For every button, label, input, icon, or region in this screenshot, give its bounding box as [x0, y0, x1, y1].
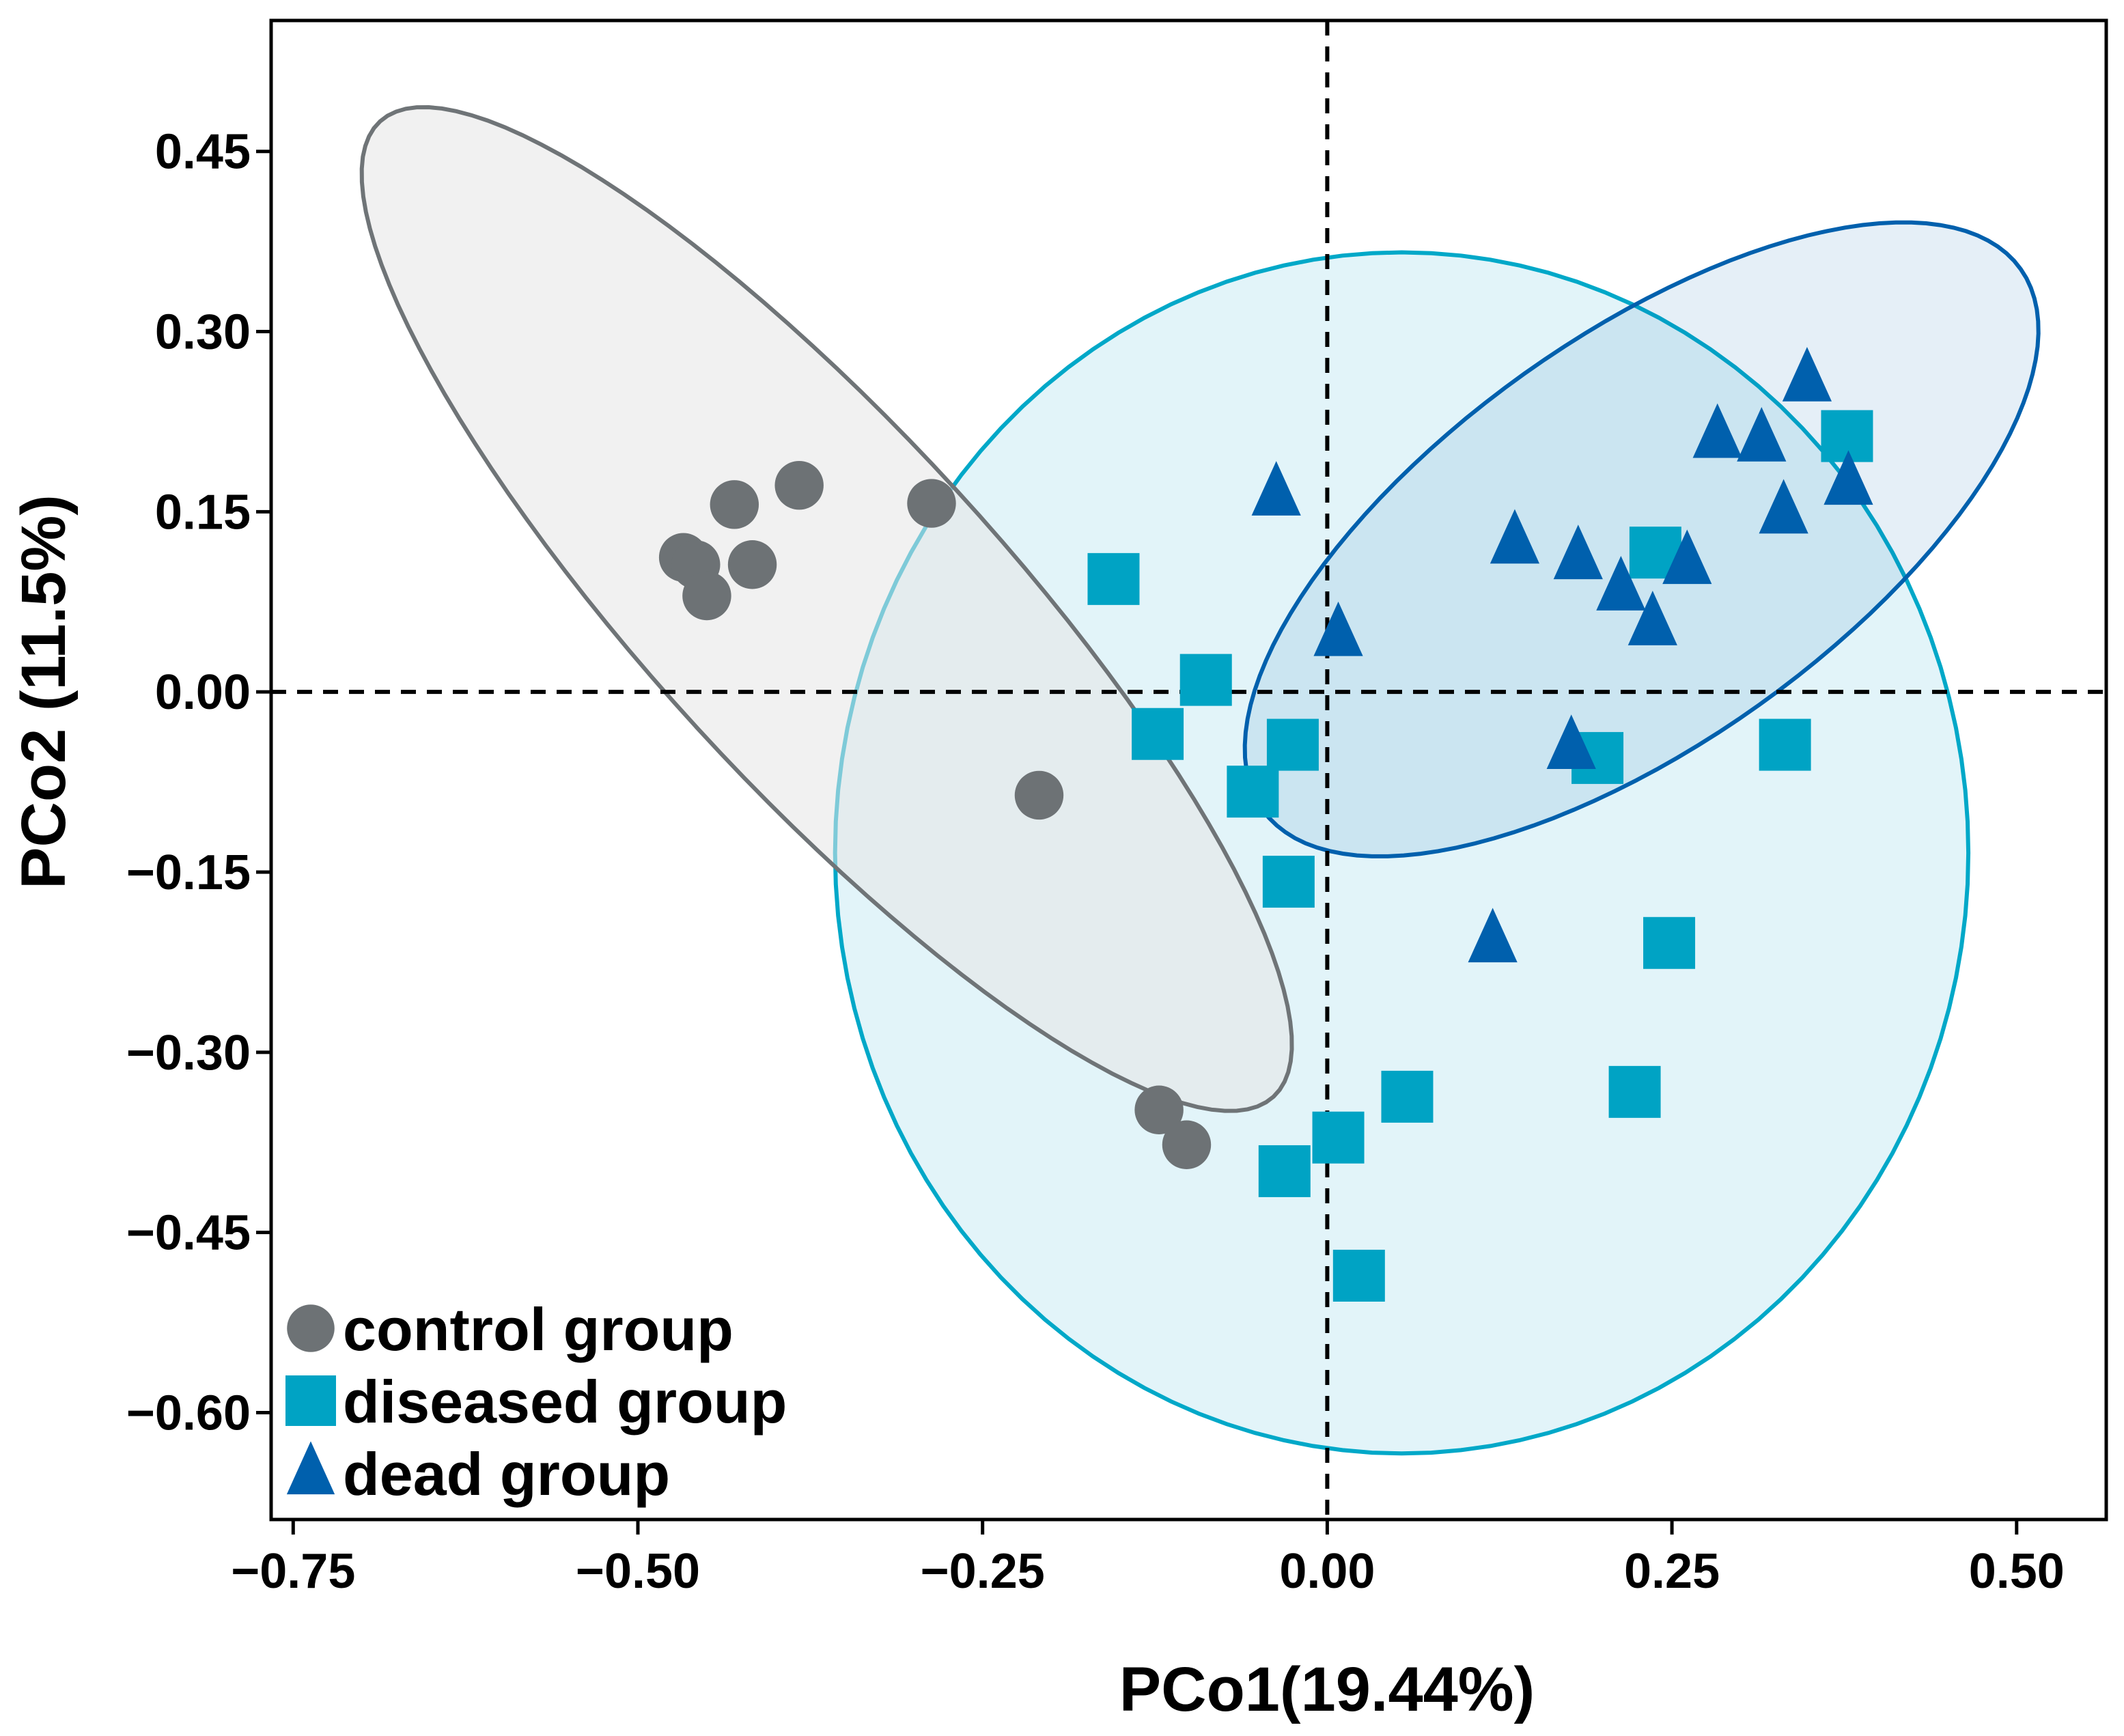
triangle-point: [1553, 524, 1603, 580]
legend-triangle-icon: [286, 1441, 335, 1495]
square-point: [1332, 1249, 1385, 1302]
x-tick-label: −0.50: [576, 1544, 700, 1599]
x-tick-label: −0.25: [921, 1544, 1045, 1599]
circle-point: [1162, 1120, 1212, 1169]
data-points: [658, 347, 1873, 1302]
triangle-point: [1823, 450, 1873, 505]
x-tick-label: 0.25: [1624, 1544, 1720, 1599]
circle-point: [774, 460, 824, 510]
triangle-point: [1692, 403, 1742, 458]
plot-frame: [269, 18, 2108, 1522]
legend-label: dead group: [343, 1440, 670, 1508]
circle-point: [1134, 1085, 1184, 1134]
circle-point: [907, 479, 956, 528]
x-tick-label: 0.00: [1279, 1544, 1375, 1599]
triangle-point: [1759, 479, 1808, 534]
x-axis-title: PCo1(19.44%): [1119, 1655, 1535, 1724]
x-axis: −0.75 −0.50 −0.25 0.00 0.25 0.50: [231, 1520, 2065, 1599]
legend-circle-icon: [287, 1304, 335, 1352]
circle-point: [1014, 770, 1064, 820]
triangle-point: [1627, 591, 1677, 645]
legend-label: control group: [343, 1296, 733, 1363]
square-point: [1608, 1065, 1661, 1118]
triangle-point: [1468, 908, 1518, 963]
square-point: [1759, 718, 1811, 771]
triangle-point: [1782, 347, 1832, 402]
y-tick-label: −0.30: [126, 1026, 251, 1080]
legend-square-icon: [285, 1375, 336, 1426]
square-point: [1643, 916, 1696, 969]
y-tick-label: −0.15: [126, 845, 251, 900]
confidence-ellipses: [359, 104, 2041, 1456]
triangle-point: [1737, 406, 1787, 462]
x-tick-label: −0.75: [231, 1544, 355, 1599]
circle-point: [682, 571, 731, 621]
y-tick-label: 0.30: [155, 305, 251, 360]
square-point: [1227, 766, 1279, 818]
square-point: [1262, 856, 1315, 908]
square-point: [1258, 1145, 1311, 1197]
square-point: [1179, 654, 1232, 706]
y-tick-label: 0.00: [155, 665, 251, 720]
triangle-point: [1546, 714, 1596, 770]
triangle-point: [1251, 461, 1301, 516]
square-point: [1381, 1070, 1434, 1123]
circle-point: [727, 540, 777, 589]
triangle-point: [1662, 529, 1712, 585]
x-tick-label: 0.50: [1969, 1544, 2065, 1599]
y-tick-label: 0.45: [155, 125, 251, 180]
control-group-points: [658, 460, 1212, 1169]
y-axis-title: PCo2 (11.5%): [9, 494, 79, 889]
diseased-group-points: [1087, 410, 1873, 1302]
square-point: [1132, 708, 1184, 760]
square-point: [1087, 552, 1140, 605]
triangle-point: [1313, 601, 1363, 656]
triangle-point: [1596, 556, 1646, 611]
legend-label: diseased group: [343, 1368, 787, 1436]
y-tick-label: −0.45: [126, 1206, 251, 1261]
circle-point: [710, 480, 759, 529]
y-tick-label: −0.60: [126, 1386, 251, 1440]
dead-group-points: [1251, 347, 1873, 963]
square-point: [1266, 718, 1319, 771]
square-point: [1312, 1111, 1365, 1164]
y-axis: 0.45 0.30 0.15 0.00 −0.15 −0.30 −0.45 −0.60: [126, 125, 271, 1440]
triangle-point: [1490, 509, 1540, 564]
y-tick-label: 0.15: [155, 485, 251, 540]
